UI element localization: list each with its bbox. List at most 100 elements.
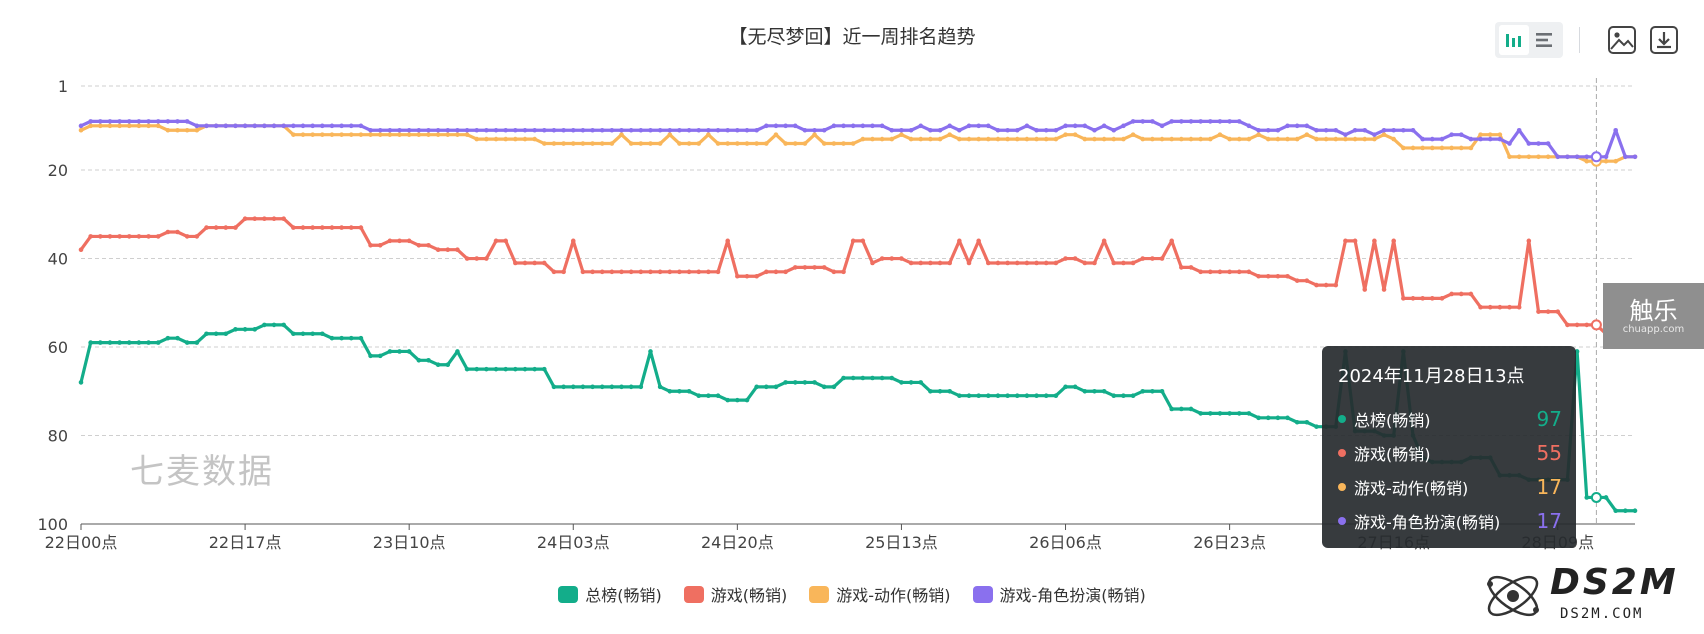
x-tick-label: 22日17点 (209, 533, 282, 552)
tooltip-dot (1338, 517, 1346, 525)
data-point (1603, 158, 1609, 164)
data-point (1092, 136, 1097, 142)
data-point (1111, 136, 1117, 142)
data-point (831, 269, 837, 275)
data-point (715, 141, 721, 146)
legend-swatch (683, 585, 704, 603)
data-point (648, 269, 653, 275)
data-point (1265, 273, 1271, 279)
data-point (136, 234, 142, 239)
data-point (1005, 393, 1010, 399)
data-point (474, 127, 480, 133)
data-point (455, 127, 460, 133)
data-point (908, 260, 914, 266)
download-icon[interactable] (1648, 24, 1680, 56)
data-point (841, 375, 846, 381)
data-point (1507, 154, 1512, 160)
data-point (1014, 260, 1020, 266)
tooltip-dot (1338, 415, 1346, 423)
legend-item-action[interactable]: 游戏-动作(畅销) (809, 582, 951, 606)
data-point (300, 331, 306, 337)
data-point (706, 132, 711, 137)
legend-item-overall[interactable]: 总榜(畅销) (558, 582, 662, 606)
data-point (184, 119, 190, 124)
series-line-1 (79, 217, 1635, 336)
data-point (1439, 296, 1445, 301)
data-point (78, 380, 84, 385)
data-point (1246, 136, 1252, 142)
data-point (1352, 136, 1358, 142)
data-point (1343, 132, 1348, 137)
data-point (1333, 127, 1339, 133)
data-point (619, 132, 624, 137)
data-point (98, 123, 103, 129)
data-point (532, 127, 537, 133)
bar-chart-icon[interactable] (1499, 25, 1529, 55)
data-point (1555, 309, 1561, 314)
data-point (416, 358, 422, 363)
data-point (802, 127, 808, 133)
data-point (146, 234, 151, 239)
data-point (657, 127, 663, 133)
data-point (98, 234, 103, 239)
data-point (792, 123, 798, 129)
data-point (551, 127, 557, 133)
data-point (320, 123, 325, 129)
data-point (686, 127, 692, 133)
data-point (1063, 384, 1068, 390)
data-point (484, 366, 489, 372)
data-point (908, 136, 914, 142)
legend-label: 游戏(畅销) (710, 586, 788, 605)
list-icon[interactable] (1529, 25, 1559, 55)
data-point (744, 397, 750, 403)
data-point (1208, 119, 1213, 124)
data-point (1314, 424, 1319, 429)
data-point (522, 366, 528, 372)
data-point (204, 225, 209, 230)
data-point (686, 141, 692, 146)
data-point (928, 260, 933, 266)
data-point (175, 335, 180, 341)
data-point (484, 256, 489, 261)
data-point (542, 366, 547, 372)
data-point (1053, 127, 1059, 133)
data-point (1082, 123, 1088, 129)
data-point (107, 340, 113, 345)
y-tick-label: 100 (37, 515, 68, 534)
data-point (291, 331, 296, 337)
data-point (406, 127, 412, 133)
data-point (976, 393, 981, 399)
data-point (1101, 388, 1107, 394)
data-point (320, 132, 325, 137)
data-point (416, 132, 422, 137)
data-point (686, 388, 692, 394)
data-point (1236, 119, 1242, 124)
legend-item-games[interactable]: 游戏(畅销) (683, 582, 788, 606)
data-point (879, 256, 885, 261)
data-point (860, 238, 866, 244)
data-point (812, 265, 817, 270)
data-point (339, 335, 344, 341)
data-point (320, 225, 325, 230)
data-point (1005, 260, 1010, 266)
data-point (1362, 136, 1368, 142)
data-point (754, 141, 759, 146)
tooltip-value: 17 (1536, 475, 1562, 499)
legend-item-rpg[interactable]: 游戏-角色扮演(畅销) (972, 582, 1146, 606)
data-point (78, 127, 84, 133)
data-point (416, 127, 422, 133)
data-point (754, 384, 759, 390)
image-icon[interactable] (1606, 24, 1638, 56)
data-point (1632, 508, 1638, 514)
data-point (1208, 411, 1213, 416)
data-point (995, 260, 1001, 266)
data-point (1449, 132, 1454, 137)
data-point (1352, 238, 1358, 244)
data-point (493, 366, 499, 372)
data-point (744, 141, 750, 146)
data-point (792, 141, 798, 146)
data-point (1410, 145, 1416, 151)
data-point (387, 238, 393, 244)
data-point (1536, 141, 1541, 146)
data-point (928, 127, 933, 133)
